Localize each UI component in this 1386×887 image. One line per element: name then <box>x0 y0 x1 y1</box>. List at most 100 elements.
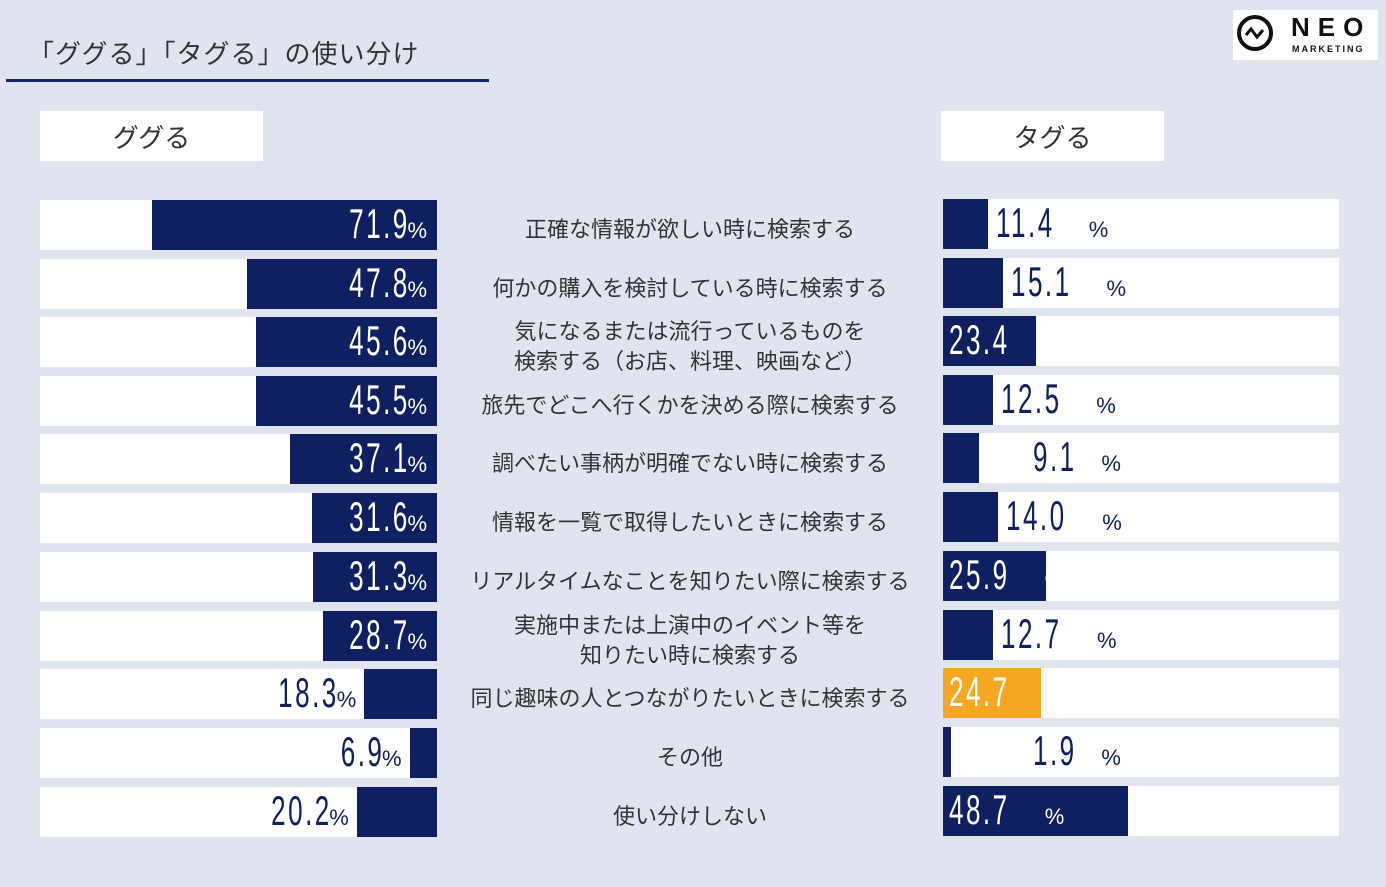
category-label: 旅先でどこへ行くかを決める際に検索する <box>481 394 899 419</box>
taguru-bar <box>943 375 993 425</box>
percent-sign: % <box>407 452 427 477</box>
value-label: 20.2% <box>234 787 349 837</box>
category-label: 正確な情報が欲しい時に検索する <box>524 218 855 243</box>
percent-sign: % <box>1101 745 1121 770</box>
value-label: 6.9% <box>314 728 401 778</box>
value-number: 6.9 <box>340 728 385 775</box>
guguru-bar <box>247 259 437 309</box>
guguru-bar <box>356 787 437 837</box>
category-label: リアルタイムなことを知りたい際に検索する <box>470 570 910 595</box>
category-label: その他 <box>656 746 723 771</box>
guguru-bar <box>151 200 437 250</box>
guguru-bar-track: 45.6% <box>40 317 437 367</box>
value-label: 24.7% <box>949 668 1064 718</box>
neo-marketing-logo: NEO MARKETING <box>1233 10 1378 60</box>
value-label: 45.6% <box>312 317 427 367</box>
logo-subtext: MARKETING <box>1292 44 1365 54</box>
percent-sign: % <box>407 218 427 243</box>
taguru-bar <box>943 492 999 542</box>
category-label: 同じ趣味の人とつながりたいときに検索する <box>470 687 910 712</box>
taguru-bar <box>943 551 1046 601</box>
value-label: 14.0% <box>1006 492 1121 542</box>
guguru-bar-track: 6.9% <box>40 728 437 778</box>
percent-sign: % <box>407 394 427 419</box>
value-label: 12.5% <box>1001 375 1116 425</box>
percent-sign: % <box>1044 569 1065 594</box>
value-number: 12.5 <box>1000 375 1062 422</box>
guguru-bar <box>312 552 437 602</box>
value-number: 24.7 <box>949 668 1010 715</box>
value-number: 20.2 <box>270 787 332 834</box>
value-number: 12.7 <box>1001 610 1062 657</box>
category-label: 情報を一覧で取得したいときに検索する <box>491 511 888 536</box>
value-number: 23.4 <box>949 316 1010 363</box>
value-number: 31.3 <box>348 552 410 599</box>
value-label: 9.1% <box>1033 433 1121 483</box>
taguru-bar <box>943 786 1129 836</box>
percent-sign: % <box>336 687 357 712</box>
value-number: 71.9 <box>348 200 410 247</box>
taguru-bar-track: 48.7% <box>943 786 1339 836</box>
logo-wave-icon <box>1237 15 1273 51</box>
taguru-bar <box>943 316 1036 366</box>
value-number: 25.9 <box>949 551 1010 598</box>
percent-sign: % <box>407 629 427 654</box>
guguru-bar <box>311 493 437 543</box>
value-label: 45.5% <box>312 376 427 426</box>
taguru-bar-track: 23.4% <box>943 316 1339 366</box>
percent-sign: % <box>1088 217 1109 242</box>
value-label: 71.9% <box>312 200 427 250</box>
taguru-bar-track: 14.0% <box>943 492 1339 542</box>
value-number: 37.1 <box>348 434 410 481</box>
value-number: 31.6 <box>348 493 410 540</box>
value-number: 45.6 <box>348 317 410 364</box>
percent-sign: % <box>1101 451 1121 476</box>
guguru-bar <box>289 434 437 484</box>
value-number: 48.7 <box>949 786 1010 833</box>
guguru-bar <box>409 728 437 778</box>
taguru-bar-track: 15.1% <box>943 258 1339 308</box>
percent-sign: % <box>1044 804 1065 829</box>
value-label: 12.7% <box>1001 610 1116 660</box>
guguru-bar-track: 18.3% <box>40 669 437 719</box>
category-label: 実施中または上演中のイベント等を 知りたい時に検索する <box>513 614 866 669</box>
percent-sign: % <box>1044 686 1065 711</box>
value-number: 14.0 <box>1006 492 1068 539</box>
taguru-bar-track: 24.7% <box>943 668 1339 718</box>
category-label: 使い分けしない <box>612 805 767 830</box>
guguru-bar-track: 31.3% <box>40 552 437 602</box>
taguru-bar <box>943 727 951 777</box>
value-label: 11.4% <box>996 199 1108 249</box>
guguru-bar <box>364 669 437 719</box>
logo-text: NEO <box>1291 12 1372 42</box>
series-header-guguru: ググる <box>40 111 263 161</box>
taguru-bar-track: 11.4% <box>943 199 1339 249</box>
value-number: 18.3 <box>278 669 339 716</box>
percent-sign: % <box>1106 276 1127 301</box>
value-label: 31.6% <box>312 493 427 543</box>
guguru-bar-track: 37.1% <box>40 434 437 484</box>
value-label: 48.7% <box>949 786 1064 836</box>
guguru-bar <box>323 611 437 661</box>
category-label: 気になるまたは流行っているものを 検索する（お店、料理、映画など） <box>513 320 866 375</box>
value-label: 28.7% <box>312 611 427 661</box>
value-number: 47.8 <box>348 259 410 306</box>
guguru-bar-track: 31.6% <box>40 493 437 543</box>
value-label: 1.9% <box>1033 727 1121 777</box>
value-label: 37.1% <box>312 434 427 484</box>
percent-sign: % <box>407 511 427 536</box>
taguru-bar <box>943 258 1003 308</box>
percent-sign: % <box>1044 334 1065 359</box>
percent-sign: % <box>1097 628 1117 653</box>
value-label: 23.4% <box>949 316 1064 366</box>
percent-sign: % <box>407 335 427 360</box>
guguru-bar <box>255 317 437 367</box>
taguru-bar <box>943 668 1041 718</box>
value-label: 31.3% <box>312 552 427 602</box>
category-label: 調べたい事柄が明確でない時に検索する <box>491 452 888 477</box>
category-label: 何かの購入を検討している時に検索する <box>492 277 888 302</box>
taguru-bar <box>943 610 994 660</box>
percent-sign: % <box>407 570 427 595</box>
title-underline <box>6 79 489 82</box>
guguru-bar-track: 47.8% <box>40 259 437 309</box>
